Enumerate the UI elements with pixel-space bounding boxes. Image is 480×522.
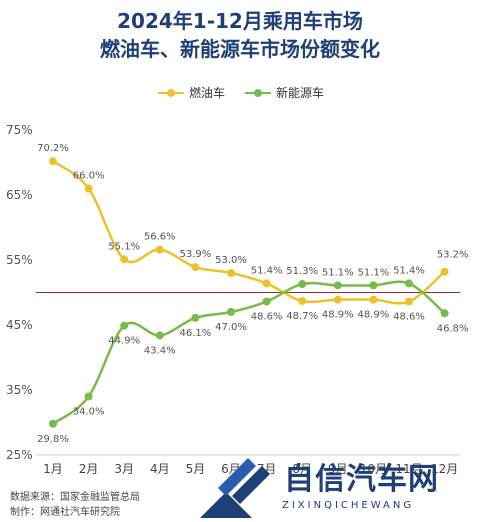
data-point-fuel — [49, 157, 57, 166]
legend-label-fuel: 燃油车 — [189, 86, 226, 100]
data-point-fuel — [298, 296, 307, 305]
legend-item-nev: 新能源车 — [245, 84, 324, 101]
legend-swatch-fuel — [158, 88, 184, 97]
x-tick-label: 8月 — [292, 462, 312, 476]
x-tick-label: 4月 — [150, 462, 170, 476]
data-label-fuel: 51.4% — [251, 265, 283, 276]
data-point-fuel — [333, 295, 342, 304]
y-tick-label: 25% — [6, 448, 33, 462]
chart-title-line1: 2024年1-12月乘用车市场 — [117, 9, 363, 33]
data-point-nev — [49, 419, 57, 428]
source-note: 数据来源：国家金融监管总局 — [10, 492, 140, 503]
data-label-fuel: 48.6% — [393, 312, 425, 323]
data-point-nev — [333, 281, 342, 290]
data-label-nev: 34.0% — [73, 407, 105, 418]
legend-swatch-nev — [245, 88, 271, 97]
y-tick-label: 45% — [6, 318, 33, 332]
data-label-fuel: 48.9% — [322, 310, 354, 321]
x-tick-label: 3月 — [114, 462, 134, 476]
data-label-nev: 48.6% — [251, 312, 283, 323]
legend-item-fuel: 燃油车 — [158, 84, 225, 101]
data-label-nev: 29.8% — [37, 434, 69, 445]
data-label-nev: 47.0% — [215, 322, 247, 333]
data-point-nev — [155, 331, 164, 340]
data-label-nev: 51.1% — [358, 267, 390, 278]
y-tick-label: 65% — [6, 188, 33, 202]
data-point-nev — [262, 297, 271, 306]
x-tick-label: 11月 — [395, 462, 422, 476]
x-tick-label: 2月 — [79, 462, 99, 476]
data-label-fuel: 55.1% — [108, 241, 140, 252]
data-point-nev — [84, 392, 93, 401]
producer-note: 制作：网通社汽车研究院 — [10, 507, 120, 518]
data-label-fuel: 56.6% — [144, 232, 176, 243]
data-label-nev: 46.1% — [180, 328, 212, 339]
watermark-subtext: ZIXINQICHEWANG — [282, 500, 415, 511]
data-point-nev — [298, 280, 307, 289]
y-tick-label: 75% — [6, 123, 33, 137]
data-point-fuel — [227, 269, 235, 277]
x-tick-label: 9月 — [328, 462, 348, 476]
data-label-nev: 43.4% — [144, 345, 176, 356]
data-label-nev: 51.3% — [286, 266, 318, 277]
data-point-fuel — [262, 279, 271, 288]
data-label-nev: 46.8% — [437, 323, 469, 334]
data-point-fuel — [440, 267, 449, 276]
data-label-fuel: 53.9% — [180, 249, 212, 260]
data-label-nev: 51.4% — [393, 265, 425, 276]
data-point-fuel — [84, 184, 93, 193]
data-point-fuel — [191, 263, 200, 272]
chart-title-line2: 燃油车、新能源车市场份额变化 — [100, 37, 380, 61]
data-label-fuel: 70.2% — [37, 143, 69, 154]
series-line-fuel — [52, 160, 446, 305]
data-point-fuel — [120, 255, 129, 264]
data-point-nev — [191, 313, 200, 322]
x-tick-label: 5月 — [186, 462, 206, 476]
data-label-nev: 44.9% — [108, 336, 140, 347]
y-tick-label: 35% — [6, 383, 33, 397]
data-point-nev — [440, 309, 449, 318]
data-point-nev — [405, 279, 413, 288]
data-label-fuel: 66.0% — [73, 171, 105, 182]
data-point-nev — [227, 308, 235, 316]
data-point-nev — [369, 281, 378, 290]
data-label-fuel: 53.0% — [215, 255, 247, 266]
x-tick-label: 1月 — [43, 462, 63, 476]
series-line-nev — [52, 280, 446, 425]
legend-label-nev: 新能源车 — [276, 86, 325, 100]
watermark-text: 自信汽车网 — [284, 462, 439, 497]
data-label-fuel: 48.9% — [358, 310, 390, 321]
data-label-fuel: 48.7% — [286, 311, 318, 322]
x-tick-label: 12月 — [431, 462, 458, 476]
watermark: 自信汽车网 ZIXINQICHEWANG — [196, 452, 480, 522]
data-point-fuel — [405, 297, 413, 306]
data-point-nev — [120, 321, 129, 330]
watermark-logo — [200, 458, 270, 518]
data-label-nev: 51.1% — [322, 267, 354, 278]
data-point-fuel — [155, 245, 164, 254]
data-label-fuel: 53.2% — [437, 250, 469, 261]
x-tick-label: 10月 — [360, 462, 387, 476]
data-point-fuel — [369, 295, 378, 304]
y-tick-label: 55% — [6, 253, 33, 267]
legend: 燃油车 新能源车 — [0, 84, 480, 106]
